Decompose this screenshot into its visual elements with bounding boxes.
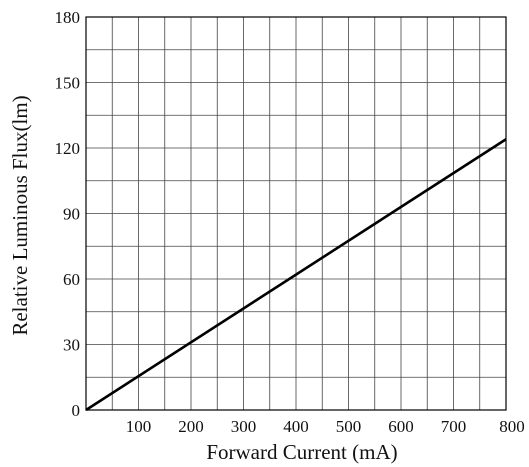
y-tick-labels: 0 30 60 90 120 150 180 xyxy=(55,8,81,420)
grid xyxy=(86,17,506,410)
y-axis-title: Relative Luminous Flux(lm) xyxy=(8,95,32,335)
y-tick-label: 60 xyxy=(63,270,80,289)
x-tick-labels: 100 200 300 400 500 600 700 800 xyxy=(126,417,525,436)
x-tick-label: 100 xyxy=(126,417,152,436)
x-axis-title: Forward Current (mA) xyxy=(206,440,397,464)
x-tick-label: 600 xyxy=(388,417,414,436)
x-tick-label: 300 xyxy=(231,417,257,436)
y-tick-label: 90 xyxy=(63,205,80,224)
y-tick-label: 0 xyxy=(72,401,81,420)
x-tick-label: 700 xyxy=(441,417,467,436)
x-tick-label: 500 xyxy=(336,417,362,436)
x-tick-label: 800 xyxy=(499,417,525,436)
y-tick-label: 150 xyxy=(55,74,81,93)
y-tick-label: 30 xyxy=(63,336,80,355)
plot-frame xyxy=(85,16,507,411)
x-tick-label: 200 xyxy=(178,417,204,436)
y-tick-label: 120 xyxy=(55,139,81,158)
series-group xyxy=(85,138,507,412)
series-line-0 xyxy=(85,138,507,412)
y-tick-label: 180 xyxy=(55,8,81,27)
x-tick-label: 400 xyxy=(283,417,309,436)
